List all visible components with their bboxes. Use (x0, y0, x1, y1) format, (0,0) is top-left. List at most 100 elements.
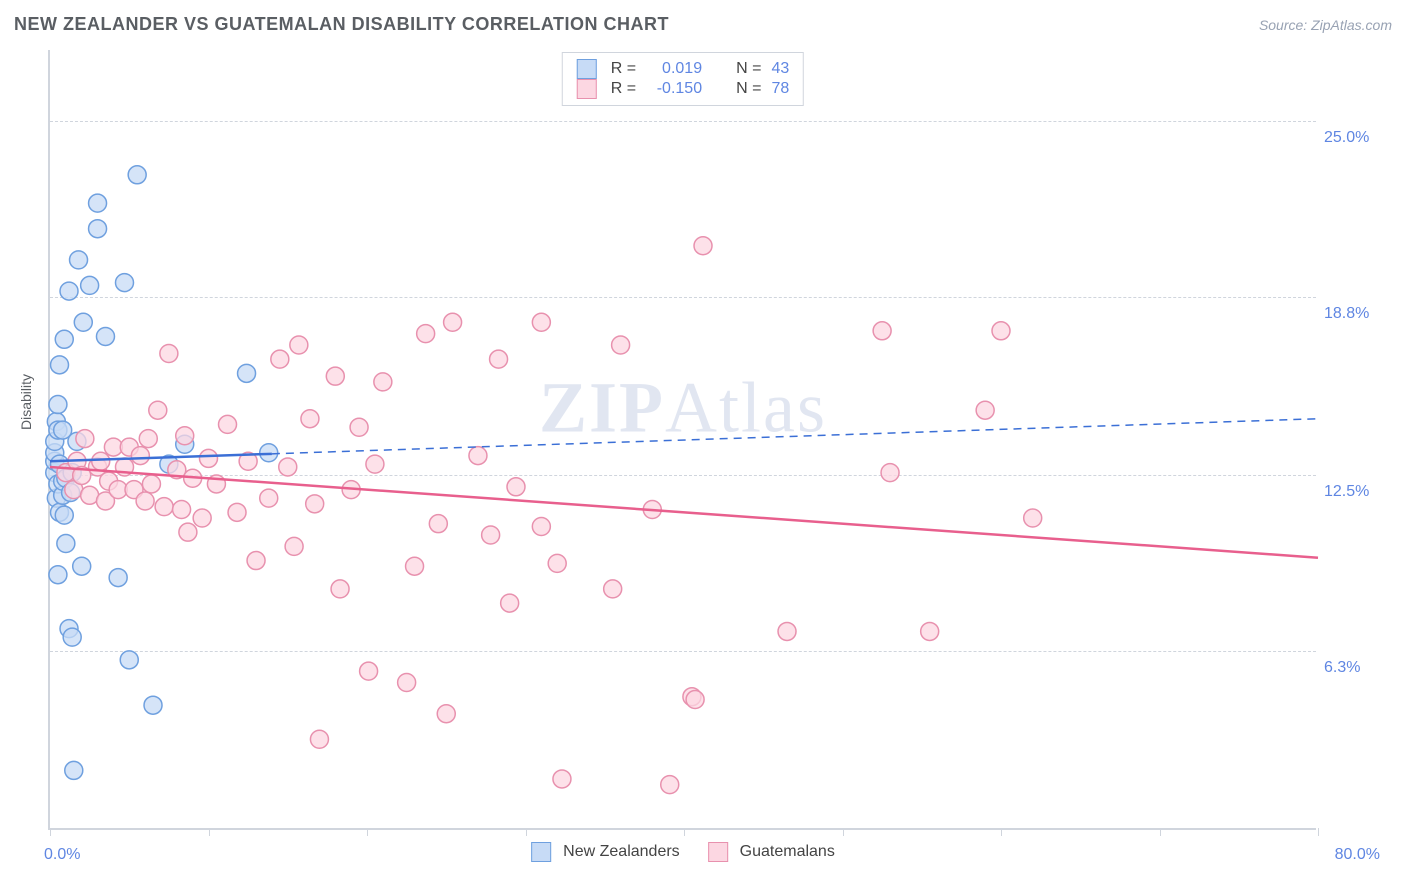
x-tick (1160, 828, 1161, 836)
data-point (92, 452, 110, 470)
data-point (437, 705, 455, 723)
y-tick-label: 12.5% (1324, 483, 1390, 501)
data-point (179, 523, 197, 541)
data-point (89, 194, 107, 212)
data-point (74, 313, 92, 331)
data-point (444, 313, 462, 331)
x-tick (526, 828, 527, 836)
data-point (612, 336, 630, 354)
data-point (60, 282, 78, 300)
data-point (136, 492, 154, 510)
swatch-nz (531, 842, 551, 862)
y-tick-label: 6.3% (1324, 659, 1390, 677)
data-point (482, 526, 500, 544)
legend-r-value-nz: 0.019 (646, 60, 702, 78)
data-point (160, 344, 178, 362)
data-point (65, 761, 83, 779)
scatter-chart: ZIPAtlas R = 0.019 N = 43 R = -0.150 N =… (48, 50, 1316, 830)
legend-series: New Zealanders Guatemalans (531, 842, 835, 862)
data-point (661, 776, 679, 794)
swatch-gt (577, 79, 597, 99)
data-point (51, 356, 69, 374)
legend-item-gt: Guatemalans (708, 842, 835, 862)
data-point (507, 478, 525, 496)
data-point (57, 535, 75, 553)
data-point (219, 415, 237, 433)
data-point (63, 628, 81, 646)
data-point (131, 447, 149, 465)
plot-svg (50, 50, 1316, 828)
data-point (976, 401, 994, 419)
data-point (120, 651, 138, 669)
legend-label-nz: New Zealanders (563, 843, 680, 861)
data-point (285, 537, 303, 555)
data-point (173, 500, 191, 518)
x-tick (367, 828, 368, 836)
data-point (686, 691, 704, 709)
x-tick (1001, 828, 1002, 836)
data-point (469, 447, 487, 465)
data-point (279, 458, 297, 476)
data-point (149, 401, 167, 419)
data-point (778, 622, 796, 640)
data-point (921, 622, 939, 640)
data-point (429, 515, 447, 533)
x-axis-min: 0.0% (44, 846, 80, 864)
data-point (290, 336, 308, 354)
swatch-gt (708, 842, 728, 862)
data-point (55, 506, 73, 524)
data-point (398, 674, 416, 692)
chart-title: NEW ZEALANDER VS GUATEMALAN DISABILITY C… (14, 14, 669, 35)
data-point (604, 580, 622, 598)
data-point (417, 325, 435, 343)
data-point (350, 418, 368, 436)
data-point (193, 509, 211, 527)
data-point (247, 552, 265, 570)
data-point (238, 364, 256, 382)
data-point (49, 566, 67, 584)
data-point (406, 557, 424, 575)
legend-r-label: R = (611, 60, 636, 78)
y-tick-label: 18.8% (1324, 305, 1390, 323)
legend-n-value-gt: 78 (771, 80, 789, 98)
data-point (548, 554, 566, 572)
data-point (128, 166, 146, 184)
data-point (115, 274, 133, 292)
y-axis-label: Disability (18, 374, 34, 430)
legend-row-nz: R = 0.019 N = 43 (577, 59, 789, 79)
data-point (360, 662, 378, 680)
swatch-nz (577, 59, 597, 79)
x-tick (1318, 828, 1319, 836)
legend-n-label: N = (736, 80, 761, 98)
data-point (271, 350, 289, 368)
data-point (301, 410, 319, 428)
data-point (532, 518, 550, 536)
data-point (366, 455, 384, 473)
data-point (553, 770, 571, 788)
data-point (1024, 509, 1042, 527)
data-point (326, 367, 344, 385)
data-point (70, 251, 88, 269)
data-point (81, 276, 99, 294)
legend-n-label: N = (736, 60, 761, 78)
data-point (176, 427, 194, 445)
data-point (200, 449, 218, 467)
legend-label-gt: Guatemalans (740, 843, 835, 861)
data-point (490, 350, 508, 368)
data-point (73, 557, 91, 575)
data-point (155, 498, 173, 516)
data-point (89, 220, 107, 238)
data-point (310, 730, 328, 748)
data-point (96, 327, 114, 345)
data-point (873, 322, 891, 340)
y-tick-label: 25.0% (1324, 129, 1390, 147)
data-point (306, 495, 324, 513)
data-point (331, 580, 349, 598)
legend-item-nz: New Zealanders (531, 842, 680, 862)
x-tick (50, 828, 51, 836)
x-tick (209, 828, 210, 836)
data-point (55, 330, 73, 348)
data-point (109, 569, 127, 587)
x-tick (843, 828, 844, 836)
source-label: Source: ZipAtlas.com (1259, 17, 1392, 33)
